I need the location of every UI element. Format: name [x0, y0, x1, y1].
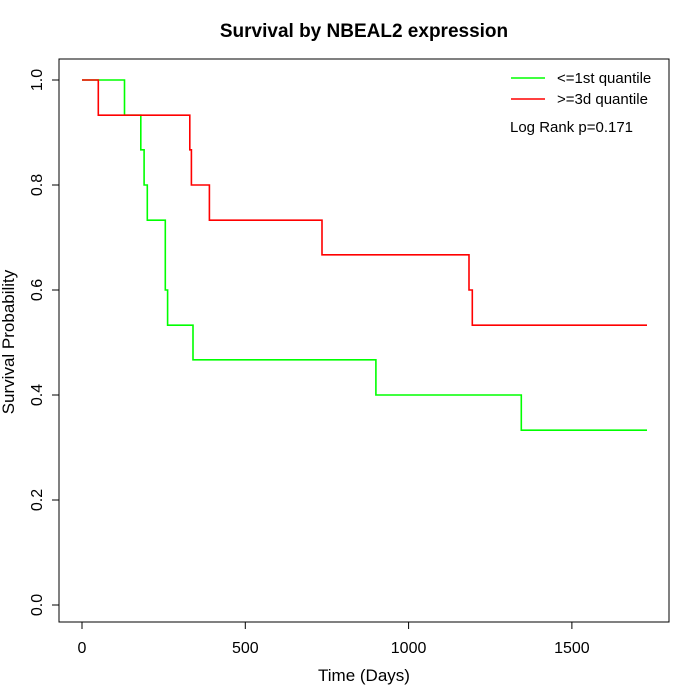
y-tick-label: 0.0 [29, 594, 46, 616]
y-tick-label: 0.6 [29, 279, 46, 301]
x-tick-label: 500 [232, 640, 259, 657]
y-tick-label: 0.4 [29, 384, 46, 406]
series-line-2 [82, 79, 647, 327]
y-tick-label: 0.2 [29, 489, 46, 511]
x-axis-label: Time (Days) [318, 666, 410, 685]
x-axis: 0 500 1000 1500 [78, 621, 590, 657]
x-tick-label: 1500 [554, 640, 590, 657]
series-layer [82, 79, 647, 432]
x-tick-label: 1000 [391, 640, 427, 657]
log-rank-annotation: Log Rank p=0.171 [510, 119, 633, 136]
legend-label-1: <=1st quantile [557, 70, 651, 87]
plot-frame [58, 58, 670, 623]
y-tick-label: 0.8 [29, 174, 46, 196]
x-tick-label: 0 [78, 640, 87, 657]
legend-label-2: >=3d quantile [557, 91, 648, 108]
legend: <=1st quantile >=3d quantile [511, 70, 651, 108]
y-tick-label: 1.0 [29, 69, 46, 91]
chart-title: Survival by NBEAL2 expression [220, 21, 508, 42]
series-line-1 [82, 79, 647, 432]
y-axis: 0.0 0.2 0.4 0.6 0.8 1.0 [29, 69, 60, 616]
y-axis-label: Survival Probability [0, 269, 18, 414]
